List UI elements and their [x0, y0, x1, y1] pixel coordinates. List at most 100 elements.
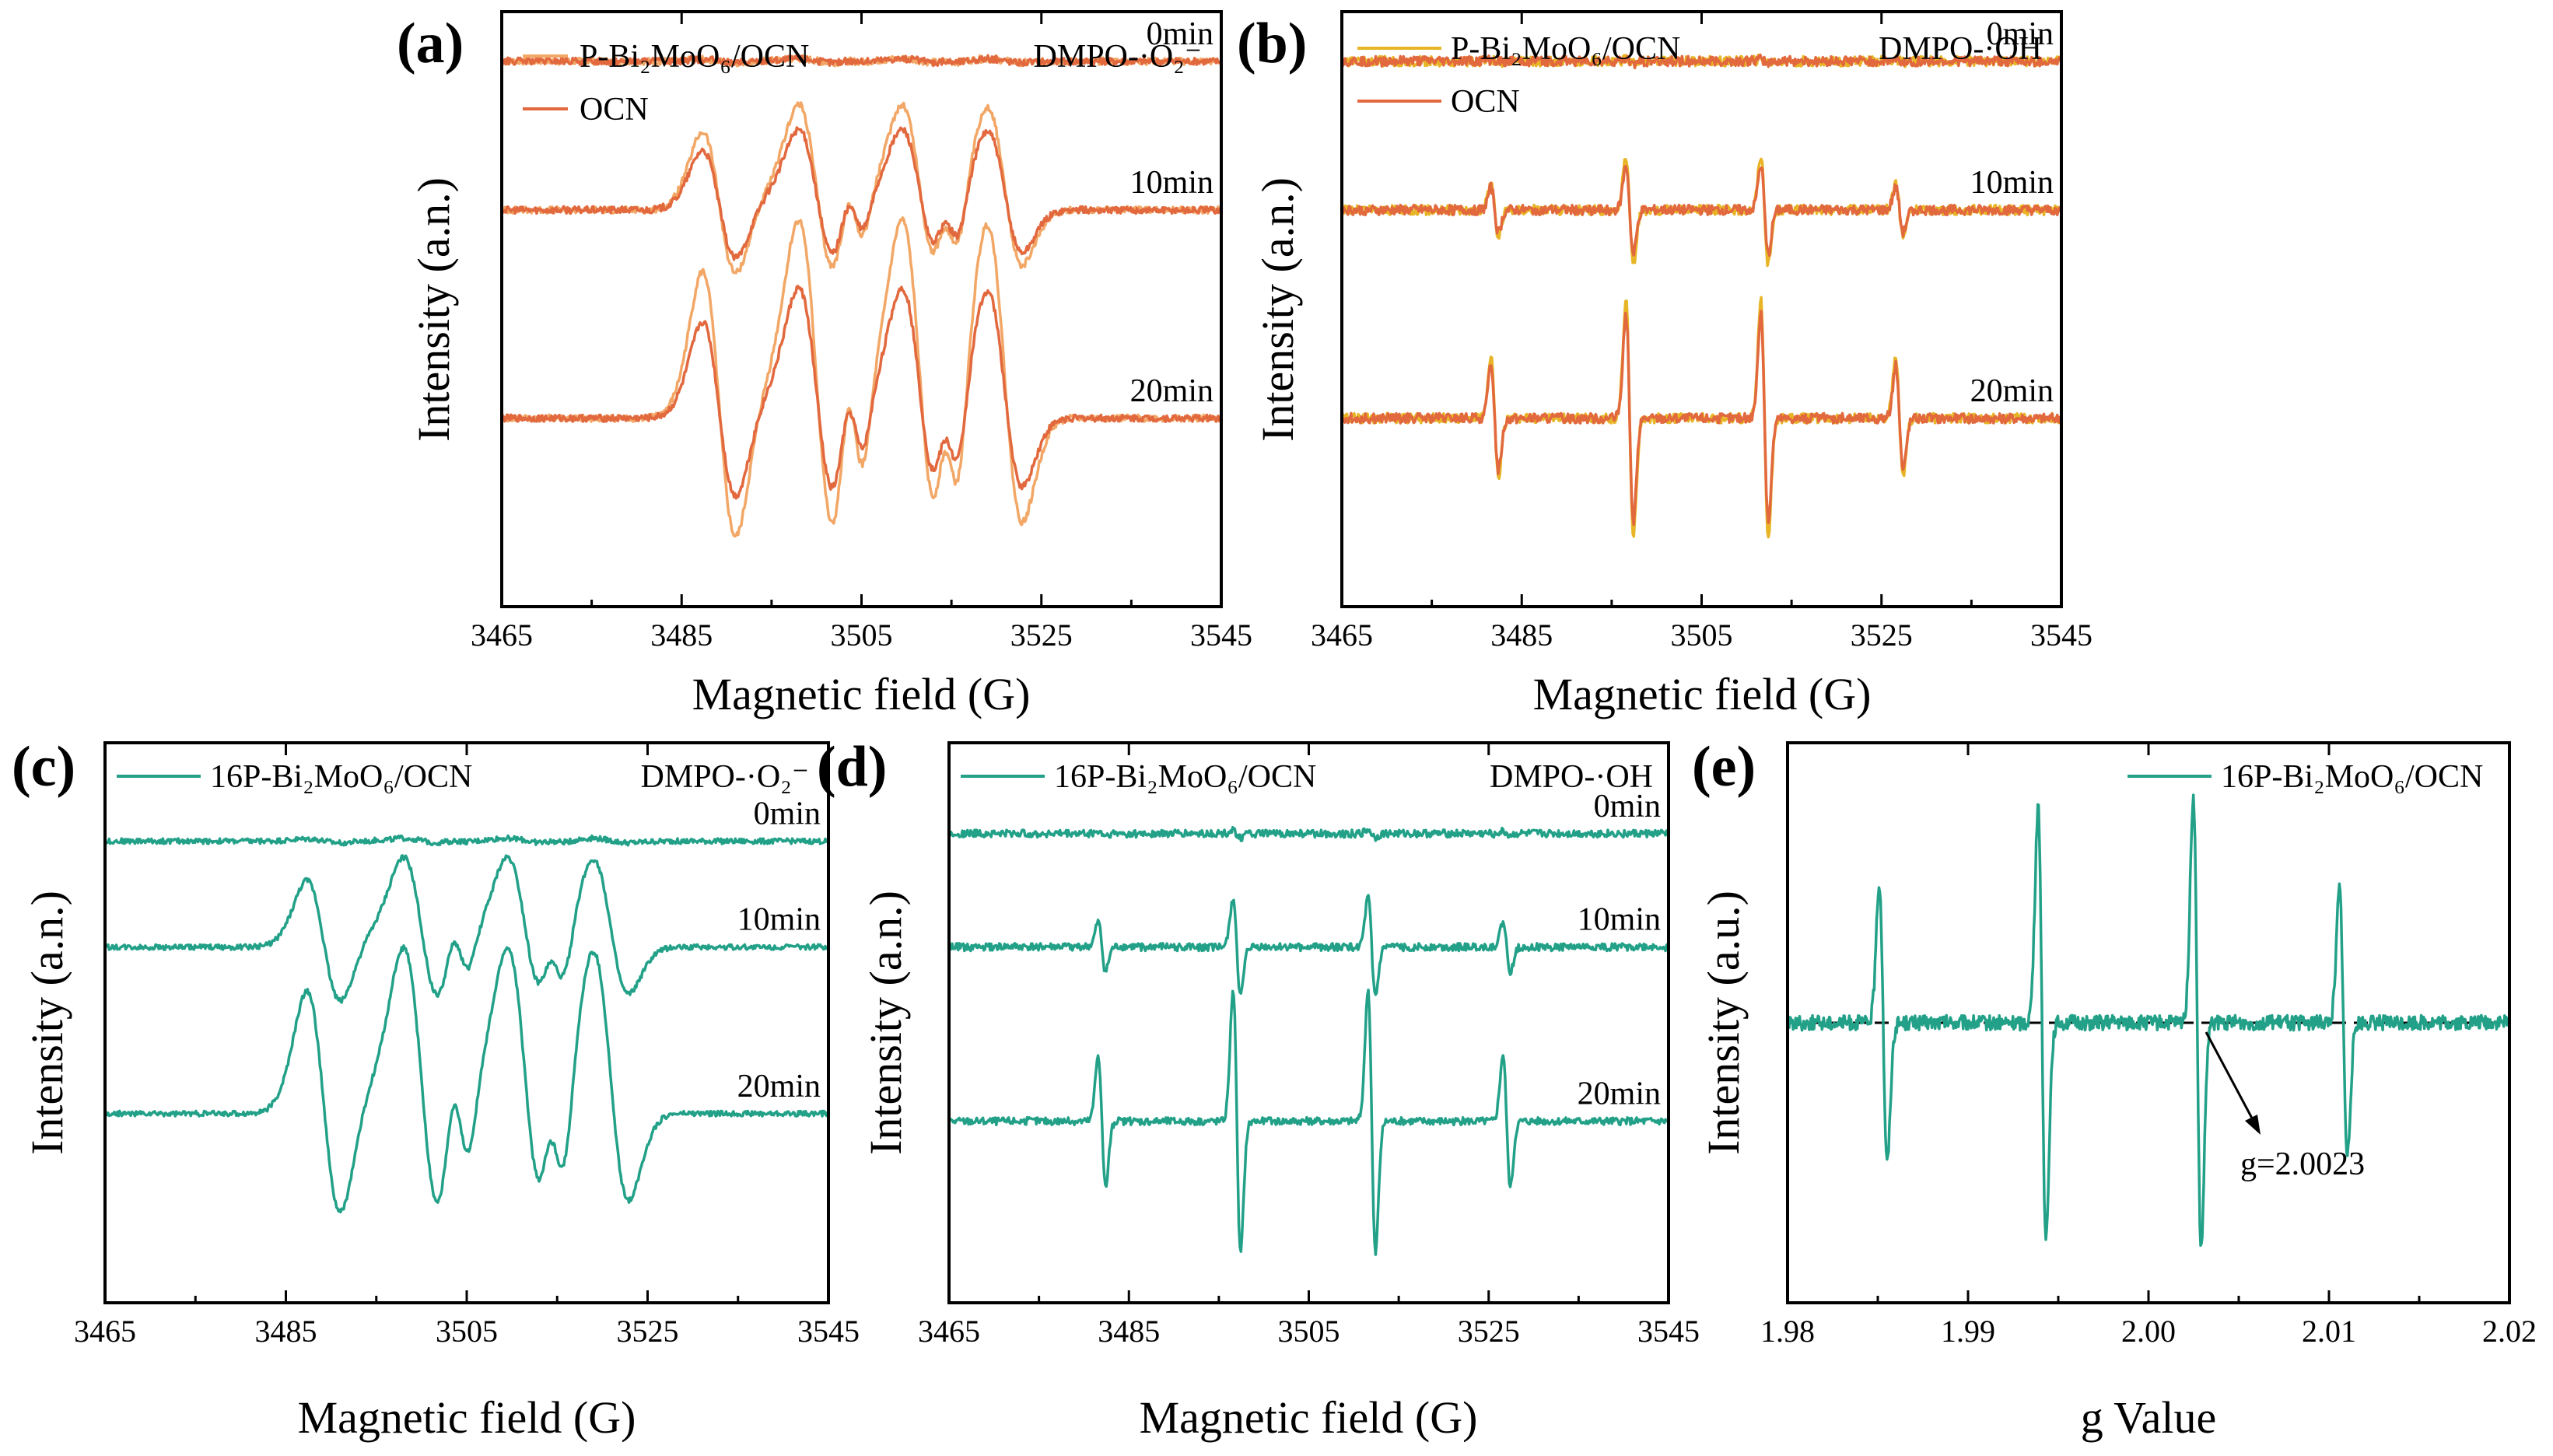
panel-e-xlabel: g Value — [2081, 1392, 2217, 1443]
panel-a-legend-label-2: OCN — [580, 92, 649, 128]
panel-b-time-labels: 0min 10min 20min — [1970, 16, 2054, 409]
panel-b-series-2-trace-0min — [1340, 53, 2063, 70]
panel-d-series-1-trace-0min — [947, 825, 1670, 842]
panel-d-time-label: 20min — [1578, 1076, 1661, 1111]
panel-b-xtick-label: 3545 — [2030, 618, 2092, 653]
panel-e-xtick-label: 2.01 — [2302, 1314, 2356, 1349]
panel-b-xtick-label: 3485 — [1490, 618, 1553, 653]
panel-c-time-labels: 0min 10min 20min — [737, 796, 821, 1104]
panel-e-letter: (e) — [1692, 735, 1756, 799]
panel-a-traces — [500, 54, 1223, 538]
panel-d-xlabel: Magnetic field (G) — [1140, 1392, 1478, 1443]
panel-a-ylabel: Intensity (a.n.) — [408, 177, 459, 442]
panel-d: (d) 3465 3485 3505 3525 3545 0min10min20min … — [817, 735, 1700, 1443]
panel-e-xtick-label: 2.02 — [2482, 1314, 2537, 1349]
panel-a-xtick-label: 3505 — [831, 618, 893, 653]
panel-d-ylabel: Intensity (a.n.) — [860, 891, 911, 1155]
panel-c-letter: (c) — [12, 735, 75, 799]
panel-c: (c) 3465 3485 3505 3525 3545 0min10min20min … — [12, 735, 860, 1443]
panel-c-series-1-trace-20min — [103, 944, 830, 1214]
panel-a-time-labels: 0min 10min 20min — [1130, 16, 1213, 409]
panel-a-letter: (a) — [397, 12, 464, 75]
panel-a-series-1-trace-10min — [500, 101, 1223, 275]
panel-b-ylabel: Intensity (a.n.) — [1252, 177, 1303, 442]
panel-a: (a) 3465 3485 3505 3525 3545 0min10min20min … — [397, 10, 1252, 719]
panel-b-xlabel: Magnetic field (G) — [1533, 669, 1872, 719]
panel-b-xtick-label: 3505 — [1671, 618, 1733, 653]
panel-d-series-1-trace-10min — [947, 894, 1669, 996]
panel-b-series-2-trace-20min — [1340, 310, 2063, 527]
panel-d-frame — [947, 741, 1670, 1304]
panel-d-time-label: 10min — [1578, 902, 1661, 938]
panel-e-ylabel: Intensity (a.u.) — [1698, 891, 1749, 1155]
panel-a-series-2-trace-0min — [500, 54, 1223, 68]
panel-a-series-2-trace-10min — [500, 126, 1223, 261]
panel-c-annotation: DMPO-·O₂⁻ — [641, 759, 809, 795]
panel-a-xtick-label: 3485 — [650, 618, 713, 653]
panel-a-time-label: 20min — [1130, 373, 1213, 409]
panel-d-letter: (d) — [817, 735, 887, 799]
panel-e-arrow-line — [2205, 1031, 2257, 1126]
panel-d-series-1-trace-20min — [947, 989, 1670, 1256]
panel-c-ticks: 3465 3485 3505 3525 3545 — [74, 743, 860, 1349]
panel-a-ticks: 3465 3485 3505 3525 3545 — [471, 12, 1252, 653]
panel-e-annotation: g=2.0023 — [2240, 1146, 2365, 1182]
panel-e-legend-label-1: 16P-Bi₂MoO₆/OCN — [2221, 759, 2483, 795]
panel-b-traces — [1340, 53, 2063, 539]
panel-b-xtick-label: 3465 — [1311, 618, 1373, 653]
panel-b-letter: (b) — [1237, 12, 1307, 75]
panel-a-series-2-trace-20min — [500, 285, 1223, 500]
panel-e: (e) 1.98 1.99 2.00 2.01 2.02 16P-Bi₂MoO₆/OCN… — [1692, 735, 2537, 1443]
panel-d-xtick-label: 3505 — [1278, 1314, 1340, 1349]
panel-c-time-label: 20min — [737, 1069, 821, 1104]
panel-e-arrow-head — [2245, 1115, 2261, 1135]
panel-b-series-2-trace-10min — [1340, 164, 2063, 257]
panel-b-frame — [1340, 10, 2063, 608]
panel-c-time-label: 10min — [737, 902, 821, 938]
panel-d-annotation: DMPO-·OH — [1490, 759, 1653, 795]
panel-d-ticks: 3465 3485 3505 3525 3545 — [918, 743, 1700, 1349]
panel-d-time-label: 0min — [1594, 789, 1661, 824]
panel-d-legend-label-1: 16P-Bi₂MoO₆/OCN — [1054, 759, 1316, 795]
panel-e-ticks: 1.98 1.99 2.00 2.01 2.02 — [1760, 743, 2537, 1349]
panel-b-ticks: 3465 3485 3505 3525 3545 — [1311, 12, 2092, 653]
panel-c-xlabel: Magnetic field (G) — [298, 1392, 636, 1443]
panel-b: (b) 3465 3485 3505 3525 3545 0min10min20min … — [1237, 10, 2092, 719]
panel-e-xtick-label: 1.98 — [1760, 1314, 1815, 1349]
panel-c-time-label: 0min — [754, 796, 821, 831]
panel-a-legend-label-1: P-Bi₂MoO₆/OCN — [580, 39, 809, 75]
panel-a-time-label: 0min — [1147, 16, 1213, 52]
panel-c-traces — [103, 834, 830, 1214]
panel-b-time-label: 20min — [1970, 373, 2054, 409]
panel-e-series-1-trace — [1786, 793, 2511, 1248]
panel-c-series-1-trace-0min — [103, 834, 829, 847]
panel-c-series-1-trace-10min — [103, 854, 830, 1004]
panel-c-xtick-label: 3485 — [255, 1314, 317, 1349]
panel-b-legend-label-1: P-Bi₂MoO₆/OCN — [1451, 31, 1680, 67]
panel-a-series-1-trace-20min — [500, 216, 1223, 538]
panel-a-xtick-label: 3545 — [1190, 618, 1252, 653]
panel-a-annotation: DMPO-·O₂⁻ — [1034, 39, 1202, 75]
panel-c-xtick-label: 3545 — [797, 1314, 860, 1349]
panel-c-legend-label-1: 16P-Bi₂MoO₆/OCN — [210, 759, 472, 795]
panel-d-xtick-label: 3525 — [1458, 1314, 1520, 1349]
panel-c-ylabel: Intensity (a.n.) — [22, 891, 72, 1155]
panel-c-xtick-label: 3525 — [617, 1314, 679, 1349]
panel-e-xtick-label: 1.99 — [1941, 1314, 1995, 1349]
panel-b-legend-label-2: OCN — [1451, 84, 1520, 120]
panel-d-traces — [947, 825, 1670, 1256]
panel-b-time-label: 0min — [1987, 16, 2054, 52]
panel-d-time-labels: 0min 10min 20min — [1578, 789, 1661, 1112]
panel-a-xlabel: Magnetic field (G) — [692, 669, 1031, 719]
panel-a-xtick-label: 3465 — [471, 618, 533, 653]
panel-d-xtick-label: 3465 — [918, 1314, 980, 1349]
panel-b-annotation: DMPO-·OH — [1879, 31, 2042, 67]
panel-e-xtick-label: 2.00 — [2121, 1314, 2176, 1349]
panel-a-xtick-label: 3525 — [1010, 618, 1073, 653]
panel-c-xtick-label: 3505 — [436, 1314, 498, 1349]
panel-b-xtick-label: 3525 — [1851, 618, 1913, 653]
panel-e-traces — [1786, 793, 2511, 1248]
panel-c-frame — [103, 741, 830, 1304]
panel-c-xtick-label: 3465 — [74, 1314, 136, 1349]
